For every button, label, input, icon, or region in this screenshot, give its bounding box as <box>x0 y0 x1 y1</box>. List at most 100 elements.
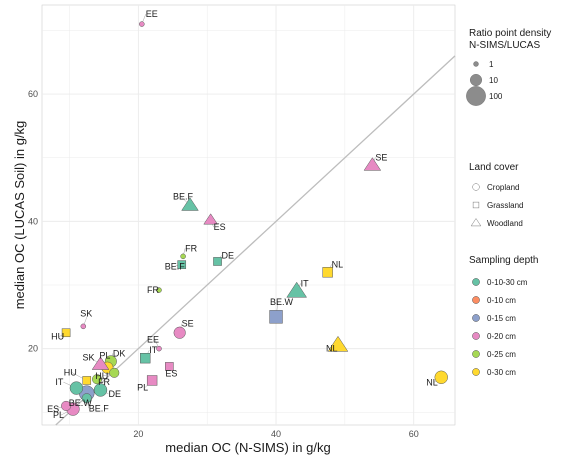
legend-size-key <box>466 86 486 106</box>
data-point <box>213 257 222 266</box>
point-label: FR <box>185 243 197 253</box>
data-point <box>146 375 158 386</box>
data-point <box>82 376 92 385</box>
legend-size-title: N-SIMS/LUCAS <box>469 40 540 51</box>
legend-color-label: 0-30 cm <box>487 368 516 377</box>
y-tick-label: 40 <box>28 216 38 226</box>
grid-lines <box>42 5 455 425</box>
point-label: BE.W <box>69 398 93 408</box>
data-point <box>156 345 162 352</box>
legend-color-label: 0-10 cm <box>487 296 516 305</box>
one-to-one-line <box>55 55 456 426</box>
legend-color-label: 0-10-30 cm <box>487 278 528 287</box>
point-label: EE <box>147 335 159 345</box>
point-label: SK <box>83 353 95 363</box>
point-label: HU <box>95 371 108 381</box>
point-label: BE.F <box>89 403 110 413</box>
point-label: PL <box>99 351 110 361</box>
point-label: PL <box>137 382 148 392</box>
point-label: NL <box>426 377 438 387</box>
data-point <box>91 356 110 370</box>
point-label: DE <box>222 250 235 260</box>
point-label: SE <box>182 319 194 329</box>
legend-color-label: 0-25 cm <box>487 350 516 359</box>
x-tick-label: 20 <box>133 429 143 439</box>
y-tick-label: 60 <box>28 89 38 99</box>
point-label: ES <box>165 368 177 378</box>
legend-size-key <box>469 73 483 87</box>
point-label: IT <box>55 377 64 387</box>
data-point <box>93 383 108 397</box>
point-label: FR <box>98 377 110 387</box>
point-label: ES <box>214 222 226 232</box>
legend-shape-label: Cropland <box>487 183 519 192</box>
legend-size-title: Ratio point density <box>469 28 551 39</box>
legend-color-key <box>472 332 480 340</box>
legend-color-title: Sampling depth <box>469 255 539 266</box>
point-label: SK <box>80 308 92 318</box>
legend-shape-title: Land cover <box>469 162 519 173</box>
data-points <box>61 21 448 416</box>
point-label: SE <box>375 152 387 162</box>
data-point <box>139 21 145 27</box>
data-point <box>81 393 92 404</box>
legend-color-key <box>472 350 480 358</box>
y-tick-label: 20 <box>28 344 38 354</box>
data-point <box>363 157 382 171</box>
data-point <box>180 253 186 260</box>
panel-background <box>41 4 456 426</box>
x-tick-label: 40 <box>271 429 281 439</box>
y-tick-labels: 20 40 60 <box>28 89 38 354</box>
legend-shape-key <box>472 201 480 209</box>
data-point <box>80 323 87 330</box>
legend-color-label: 0-20 cm <box>487 332 516 341</box>
data-point <box>181 197 199 211</box>
point-label: EE <box>146 9 158 19</box>
data-point <box>165 362 174 371</box>
point-label: IT <box>149 345 158 355</box>
data-point <box>109 367 120 378</box>
legend-color-key <box>472 296 480 304</box>
legend-size-label: 10 <box>489 76 498 85</box>
legend-shape-label: Woodland <box>487 219 523 228</box>
point-label: NL <box>326 343 338 353</box>
data-point <box>322 267 333 278</box>
data-point <box>156 287 162 293</box>
legend-size-label: 100 <box>489 92 503 101</box>
data-point <box>173 326 186 339</box>
data-point <box>434 370 448 384</box>
legend-shape-key <box>470 218 482 227</box>
point-label: BE.W <box>270 297 294 307</box>
legend-color-key <box>472 314 480 322</box>
data-point <box>269 310 283 324</box>
data-point <box>140 353 151 364</box>
point-label: HU <box>64 367 77 377</box>
point-label: IT <box>301 278 310 288</box>
legend-color-label: 0-15 cm <box>487 314 516 323</box>
x-axis-title: median OC (N-SIMS) in g/kg <box>165 440 330 455</box>
data-point <box>92 374 103 385</box>
point-label: BE.F <box>165 262 186 272</box>
point-label: DE <box>109 389 122 399</box>
data-point <box>203 213 218 225</box>
legend-size-key <box>473 61 479 67</box>
legend-color-key <box>472 368 480 376</box>
data-point <box>61 400 72 411</box>
legend-shape-label: Grassland <box>487 201 523 210</box>
point-label: DK <box>113 348 126 358</box>
y-axis-title: median OC (LUCAS Soil) in g/kg <box>12 121 27 310</box>
point-label: ES <box>47 404 59 414</box>
point-label: NL <box>332 259 344 269</box>
legend-size-label: 1 <box>489 60 494 69</box>
legend-color-key <box>472 278 480 286</box>
legend-shape-key <box>472 183 480 191</box>
data-point <box>286 281 308 298</box>
data-point <box>69 381 84 395</box>
data-point <box>177 260 187 269</box>
data-point <box>327 335 349 352</box>
x-tick-label: 60 <box>409 429 419 439</box>
point-label: PL <box>53 410 64 420</box>
point-label: HU <box>51 332 64 342</box>
